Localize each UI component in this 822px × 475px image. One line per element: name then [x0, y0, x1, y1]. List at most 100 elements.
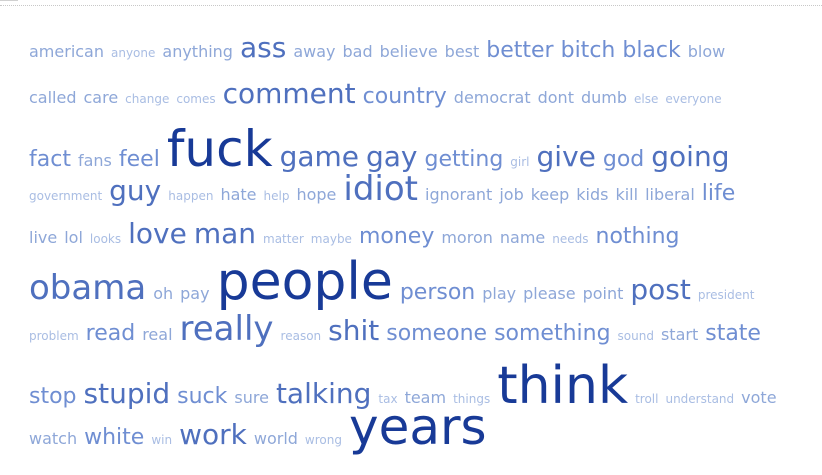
cloud-word[interactable]: lol [64, 228, 83, 247]
cloud-word[interactable]: hate [220, 185, 257, 204]
cloud-word[interactable]: hope [296, 185, 337, 204]
cloud-word[interactable]: life [701, 181, 736, 206]
cloud-word[interactable]: anyone [111, 46, 156, 60]
cloud-word[interactable]: sure [234, 388, 269, 407]
cloud-word[interactable]: president [697, 288, 755, 302]
cloud-word[interactable]: really [179, 309, 274, 349]
cloud-word[interactable]: fact [29, 147, 71, 172]
cloud-word[interactable]: shit [328, 314, 380, 347]
cloud-word[interactable]: something [494, 321, 611, 346]
cloud-word[interactable]: live [29, 228, 58, 247]
cloud-word[interactable]: suck [177, 384, 228, 409]
cloud-word[interactable]: kids [576, 185, 609, 204]
cloud-word[interactable]: love [128, 217, 187, 250]
cloud-word[interactable]: maybe [310, 232, 352, 246]
cloud-word[interactable]: money [358, 224, 435, 249]
cloud-word[interactable]: happen [168, 189, 214, 203]
cloud-word[interactable]: ignorant [425, 185, 493, 204]
cloud-word[interactable]: girl [510, 155, 530, 169]
cloud-word[interactable]: country [362, 84, 447, 109]
cloud-word[interactable]: anything [162, 42, 233, 61]
cloud-word[interactable]: liberal [645, 185, 695, 204]
cloud-word[interactable]: reason [280, 329, 322, 343]
cloud-word[interactable]: read [85, 321, 136, 346]
cloud-word[interactable]: wrong [304, 433, 342, 447]
cloud-word[interactable]: give [536, 140, 596, 173]
cloud-word[interactable]: guy [109, 174, 162, 207]
cloud-word[interactable]: problem [29, 329, 79, 343]
cloud-word[interactable]: point [582, 284, 624, 303]
cloud-word[interactable]: watch [29, 429, 78, 448]
cloud-word[interactable]: keep [530, 185, 570, 204]
cloud-word[interactable]: moron [441, 228, 493, 247]
cloud-word[interactable]: stop [29, 384, 77, 409]
cloud-word[interactable]: game [279, 140, 359, 173]
cloud-word[interactable]: win [151, 433, 173, 447]
cloud-word[interactable]: kill [615, 185, 639, 204]
cloud-word[interactable]: bitch [560, 38, 616, 63]
cloud-word[interactable]: looks [89, 232, 122, 246]
cloud-word[interactable]: fans [77, 151, 112, 170]
cloud-word[interactable]: job [499, 185, 524, 204]
cloud-word[interactable]: dumb [580, 88, 628, 107]
cloud-word[interactable]: blow [687, 42, 726, 61]
cloud-word[interactable]: gay [366, 140, 418, 173]
cloud-word[interactable]: god [602, 147, 645, 172]
cloud-word[interactable]: real [142, 325, 173, 344]
cloud-word[interactable]: tax [378, 392, 398, 406]
cloud-word[interactable]: black [622, 38, 681, 63]
cloud-word[interactable]: getting [424, 147, 504, 172]
cloud-word[interactable]: things [453, 392, 491, 406]
cloud-word[interactable]: man [193, 217, 257, 250]
cloud-word[interactable]: obama [29, 268, 147, 308]
cloud-word[interactable]: better [486, 38, 554, 63]
cloud-word[interactable]: care [83, 88, 119, 107]
cloud-word[interactable]: people [216, 252, 393, 312]
cloud-word[interactable]: someone [386, 321, 488, 346]
cloud-word[interactable]: play [482, 284, 517, 303]
cloud-word[interactable]: government [29, 189, 103, 203]
cloud-word[interactable]: nothing [595, 224, 680, 249]
cloud-word[interactable]: democrat [453, 88, 531, 107]
cloud-word[interactable]: stupid [83, 377, 171, 410]
cloud-word[interactable]: everyone [665, 92, 722, 106]
cloud-word[interactable]: post [630, 273, 691, 306]
cloud-word[interactable]: years [348, 398, 487, 456]
cloud-word[interactable]: comment [222, 77, 356, 110]
cloud-word[interactable]: name [499, 228, 546, 247]
cloud-word[interactable]: team [404, 388, 447, 407]
cloud-word[interactable]: start [660, 325, 699, 344]
cloud-word[interactable]: understand [665, 392, 735, 406]
cloud-word[interactable]: think [497, 356, 629, 416]
cloud-word[interactable]: best [444, 42, 480, 61]
cloud-word[interactable]: comes [176, 92, 216, 106]
cloud-word[interactable]: fuck [166, 120, 273, 178]
cloud-word[interactable]: person [399, 280, 476, 305]
cloud-word[interactable]: troll [635, 392, 659, 406]
cloud-word[interactable]: help [263, 189, 290, 203]
cloud-word[interactable]: idiot [343, 169, 418, 209]
cloud-word[interactable]: work [179, 418, 247, 451]
cloud-word[interactable]: matter [263, 232, 304, 246]
cloud-word[interactable]: vote [741, 388, 777, 407]
cloud-word[interactable]: please [523, 284, 576, 303]
cloud-word[interactable]: believe [379, 42, 438, 61]
cloud-word[interactable]: white [84, 425, 145, 450]
cloud-word[interactable]: ass [239, 31, 287, 64]
cloud-word[interactable]: world [253, 429, 298, 448]
cloud-word[interactable]: sound [617, 329, 654, 343]
cloud-word[interactable]: pay [180, 284, 210, 303]
cloud-word[interactable]: needs [552, 232, 589, 246]
cloud-word[interactable]: feel [118, 147, 160, 172]
cloud-word[interactable]: going [651, 140, 730, 173]
cloud-word[interactable]: state [705, 321, 761, 346]
cloud-word[interactable]: dont [537, 88, 574, 107]
cloud-word[interactable]: oh [153, 284, 174, 303]
cloud-word[interactable]: called [29, 88, 77, 107]
cloud-word[interactable]: else [634, 92, 659, 106]
cloud-word[interactable]: away [293, 42, 336, 61]
cloud-word[interactable]: change [125, 92, 170, 106]
cloud-word[interactable]: bad [342, 42, 373, 61]
cloud-word[interactable]: talking [275, 377, 372, 410]
cloud-word[interactable]: american [29, 42, 104, 61]
